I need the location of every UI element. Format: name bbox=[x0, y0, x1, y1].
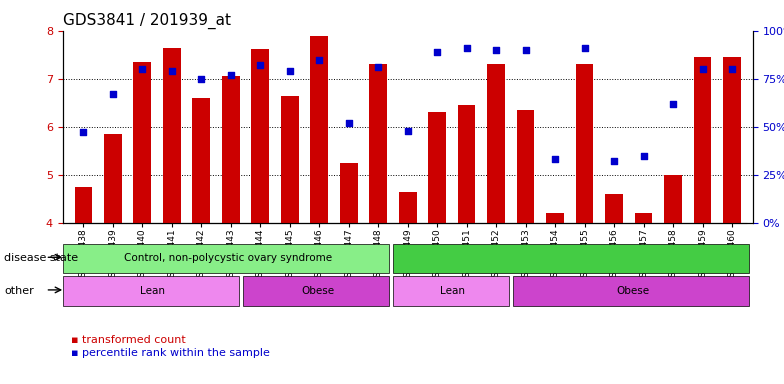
Bar bbox=[458, 105, 475, 223]
Point bbox=[195, 76, 208, 82]
Point bbox=[460, 45, 473, 51]
Bar bbox=[192, 98, 210, 223]
Text: Lean: Lean bbox=[140, 286, 165, 296]
Bar bbox=[399, 192, 416, 223]
Bar bbox=[546, 213, 564, 223]
FancyBboxPatch shape bbox=[393, 276, 510, 306]
Point bbox=[254, 62, 267, 68]
Point bbox=[579, 45, 591, 51]
Point bbox=[431, 49, 444, 55]
Bar bbox=[281, 96, 299, 223]
Bar bbox=[605, 194, 623, 223]
FancyBboxPatch shape bbox=[63, 276, 239, 306]
Bar bbox=[133, 62, 151, 223]
Text: Control, non-polycystic ovary syndrome: Control, non-polycystic ovary syndrome bbox=[124, 253, 332, 263]
Bar bbox=[694, 57, 711, 223]
Text: Lean: Lean bbox=[440, 286, 465, 296]
Point bbox=[165, 68, 178, 74]
Bar bbox=[428, 113, 446, 223]
Point bbox=[608, 158, 620, 164]
Text: ▪ transformed count: ▪ transformed count bbox=[71, 335, 185, 345]
Point bbox=[696, 66, 709, 72]
Point bbox=[77, 129, 89, 136]
Text: GDS3841 / 201939_at: GDS3841 / 201939_at bbox=[63, 13, 230, 29]
Point bbox=[313, 56, 325, 63]
Point bbox=[401, 127, 414, 134]
Bar bbox=[104, 134, 122, 223]
Text: other: other bbox=[4, 286, 34, 296]
Bar bbox=[664, 175, 682, 223]
FancyBboxPatch shape bbox=[393, 243, 750, 273]
Point bbox=[519, 47, 532, 53]
Text: disease state: disease state bbox=[4, 253, 78, 263]
Point bbox=[372, 64, 384, 70]
Bar bbox=[310, 36, 328, 223]
Bar bbox=[488, 65, 505, 223]
Bar bbox=[74, 187, 93, 223]
Bar bbox=[723, 57, 741, 223]
Text: Obese: Obese bbox=[301, 286, 334, 296]
Bar bbox=[635, 213, 652, 223]
Point bbox=[136, 66, 149, 72]
Point bbox=[666, 101, 679, 107]
Bar bbox=[340, 163, 358, 223]
Text: Obese: Obese bbox=[616, 286, 649, 296]
FancyBboxPatch shape bbox=[63, 243, 389, 273]
Point bbox=[107, 91, 119, 97]
Bar bbox=[575, 65, 593, 223]
Bar bbox=[369, 65, 387, 223]
FancyBboxPatch shape bbox=[243, 276, 389, 306]
Point bbox=[637, 152, 650, 159]
Point bbox=[284, 68, 296, 74]
Point bbox=[224, 72, 237, 78]
Bar bbox=[222, 76, 240, 223]
Bar bbox=[252, 49, 269, 223]
Bar bbox=[163, 48, 180, 223]
Point bbox=[549, 156, 561, 162]
Point bbox=[726, 66, 739, 72]
Point bbox=[490, 47, 503, 53]
Point bbox=[343, 120, 355, 126]
Bar bbox=[517, 110, 535, 223]
Text: ▪ percentile rank within the sample: ▪ percentile rank within the sample bbox=[71, 348, 270, 358]
FancyBboxPatch shape bbox=[513, 276, 750, 306]
